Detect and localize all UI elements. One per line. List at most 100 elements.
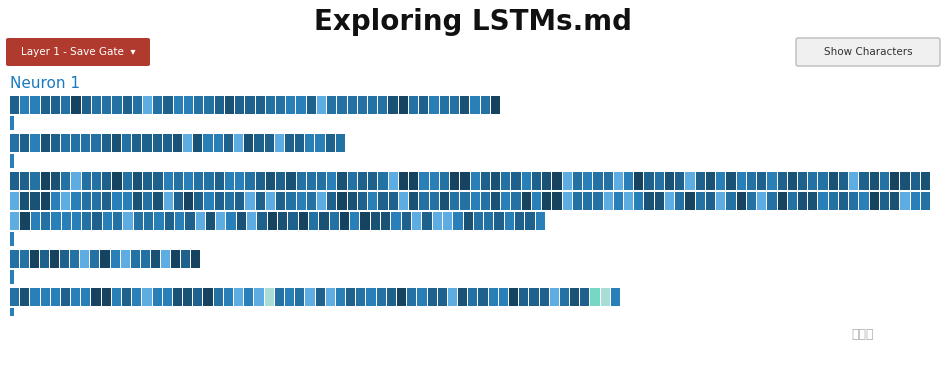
- Bar: [185, 212, 195, 230]
- Bar: [174, 192, 183, 210]
- Bar: [706, 172, 715, 190]
- Bar: [890, 172, 900, 190]
- Bar: [727, 192, 736, 210]
- Bar: [20, 250, 29, 268]
- Bar: [123, 96, 131, 114]
- Bar: [481, 192, 490, 210]
- Bar: [512, 172, 520, 190]
- Bar: [358, 192, 367, 210]
- Bar: [695, 192, 705, 210]
- Bar: [552, 192, 562, 210]
- Bar: [381, 212, 391, 230]
- Bar: [438, 288, 447, 306]
- Bar: [307, 96, 316, 114]
- Bar: [215, 192, 224, 210]
- Bar: [590, 288, 600, 306]
- Bar: [573, 192, 582, 210]
- Bar: [287, 96, 295, 114]
- Bar: [309, 212, 318, 230]
- Bar: [112, 288, 121, 306]
- Bar: [512, 192, 520, 210]
- Bar: [839, 172, 849, 190]
- Bar: [30, 288, 40, 306]
- Bar: [440, 96, 448, 114]
- Bar: [306, 134, 314, 152]
- Bar: [859, 172, 868, 190]
- Bar: [164, 96, 173, 114]
- Bar: [327, 172, 337, 190]
- Bar: [191, 250, 200, 268]
- Bar: [51, 134, 60, 152]
- Bar: [171, 250, 180, 268]
- Bar: [132, 172, 142, 190]
- Bar: [161, 250, 170, 268]
- Bar: [360, 212, 370, 230]
- Bar: [338, 96, 346, 114]
- Bar: [778, 192, 787, 210]
- Bar: [532, 172, 541, 190]
- Bar: [325, 134, 335, 152]
- Bar: [61, 212, 71, 230]
- Bar: [329, 212, 339, 230]
- Bar: [481, 172, 490, 190]
- Bar: [91, 250, 99, 268]
- Bar: [41, 134, 50, 152]
- Bar: [274, 288, 284, 306]
- Bar: [317, 96, 326, 114]
- Bar: [101, 288, 111, 306]
- Bar: [278, 212, 288, 230]
- Bar: [234, 288, 243, 306]
- Bar: [377, 288, 386, 306]
- Bar: [193, 288, 202, 306]
- Bar: [583, 192, 592, 210]
- Bar: [479, 288, 487, 306]
- Bar: [422, 212, 431, 230]
- Bar: [474, 212, 483, 230]
- Bar: [71, 96, 80, 114]
- Bar: [808, 172, 817, 190]
- Bar: [150, 250, 160, 268]
- Bar: [440, 192, 449, 210]
- Bar: [746, 192, 756, 210]
- Bar: [880, 192, 889, 210]
- Bar: [92, 192, 101, 210]
- Bar: [429, 192, 439, 210]
- Bar: [319, 212, 328, 230]
- Bar: [153, 96, 163, 114]
- Bar: [103, 212, 112, 230]
- Bar: [399, 192, 408, 210]
- Bar: [818, 172, 828, 190]
- Text: Show Characters: Show Characters: [824, 47, 912, 57]
- Bar: [515, 212, 524, 230]
- Bar: [81, 96, 91, 114]
- Bar: [10, 154, 14, 168]
- Bar: [358, 172, 367, 190]
- Bar: [307, 192, 316, 210]
- Bar: [164, 172, 173, 190]
- Bar: [114, 212, 122, 230]
- Bar: [153, 172, 163, 190]
- Bar: [30, 134, 40, 152]
- Bar: [675, 192, 684, 210]
- Bar: [133, 212, 143, 230]
- Bar: [10, 288, 19, 306]
- Bar: [100, 250, 110, 268]
- Bar: [51, 192, 61, 210]
- Bar: [788, 192, 797, 210]
- Bar: [257, 212, 267, 230]
- Bar: [525, 212, 534, 230]
- Text: Exploring LSTMs.md: Exploring LSTMs.md: [314, 8, 632, 36]
- Bar: [392, 212, 401, 230]
- Bar: [593, 172, 603, 190]
- Bar: [236, 192, 244, 210]
- Bar: [20, 172, 29, 190]
- Bar: [378, 172, 388, 190]
- Bar: [276, 96, 285, 114]
- Bar: [173, 134, 182, 152]
- Bar: [818, 192, 828, 210]
- Bar: [113, 96, 121, 114]
- Bar: [530, 288, 538, 306]
- Bar: [20, 288, 29, 306]
- Bar: [10, 172, 19, 190]
- Bar: [80, 250, 90, 268]
